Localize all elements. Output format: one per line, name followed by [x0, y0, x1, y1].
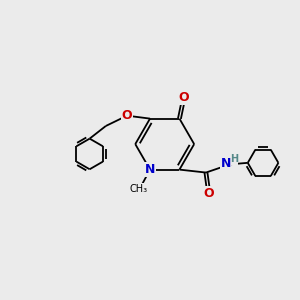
- Text: N: N: [220, 157, 231, 170]
- Text: O: O: [178, 91, 189, 104]
- Text: H: H: [230, 154, 238, 164]
- Text: O: O: [204, 187, 214, 200]
- Text: CH₃: CH₃: [129, 184, 147, 194]
- Text: N: N: [139, 188, 140, 189]
- Text: N: N: [145, 163, 155, 176]
- Text: O: O: [122, 109, 132, 122]
